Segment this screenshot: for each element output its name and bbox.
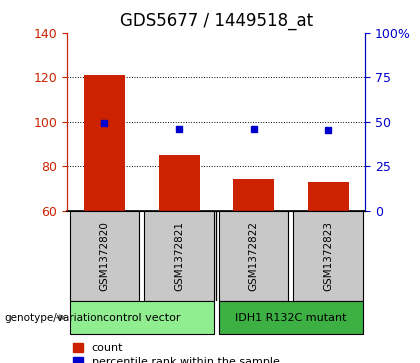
- FancyBboxPatch shape: [70, 211, 139, 301]
- FancyBboxPatch shape: [219, 211, 288, 301]
- FancyBboxPatch shape: [294, 211, 363, 301]
- Bar: [307, 182, 349, 211]
- Text: GSM1372821: GSM1372821: [174, 221, 184, 291]
- FancyBboxPatch shape: [219, 301, 363, 334]
- Bar: [84, 75, 125, 211]
- Text: control vector: control vector: [103, 313, 181, 323]
- FancyBboxPatch shape: [70, 301, 214, 334]
- Legend: count, percentile rank within the sample: count, percentile rank within the sample: [73, 343, 280, 363]
- Title: GDS5677 / 1449518_at: GDS5677 / 1449518_at: [120, 12, 313, 30]
- Text: GSM1372822: GSM1372822: [249, 221, 259, 291]
- Text: GSM1372823: GSM1372823: [323, 221, 333, 291]
- Text: GSM1372820: GSM1372820: [100, 221, 110, 291]
- Text: IDH1 R132C mutant: IDH1 R132C mutant: [235, 313, 346, 323]
- Bar: [233, 179, 274, 211]
- Text: genotype/variation: genotype/variation: [4, 313, 103, 323]
- FancyBboxPatch shape: [144, 211, 214, 301]
- Bar: [158, 155, 200, 211]
